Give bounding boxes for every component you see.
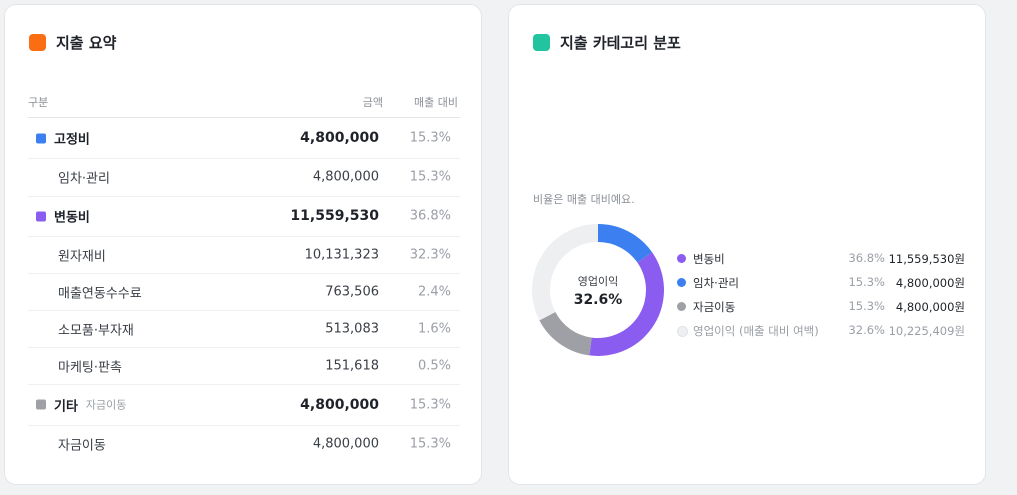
row-amount: 763,506: [325, 284, 379, 299]
row-sub-note: 자금이동: [85, 398, 127, 412]
row-amount: 4,800,000: [312, 169, 379, 185]
row-label: 임차·관리: [58, 168, 110, 187]
row-label-text: 매출연동수수료: [58, 286, 142, 301]
legend-item: 자금이동 15.3% 4,800,000원: [677, 295, 967, 319]
legend-label: 임차·관리: [693, 276, 739, 290]
item-row: 마케팅·판촉 151,618 0.5%: [28, 347, 460, 385]
row-label: 자금이동: [58, 435, 106, 454]
category-title-icon: [533, 34, 550, 51]
legend-dot-icon: [677, 302, 686, 311]
row-label-text: 자금이동: [58, 438, 106, 454]
row-label: 기타 자금이동: [36, 395, 126, 414]
expense-summary-card: 지출 요약 구분 금액 매출 대비 고정비 4,800,000 15.3% 임차·관리…: [4, 4, 482, 485]
header-ratio: 매출 대비: [414, 96, 458, 109]
summary-title-icon: [29, 34, 46, 51]
row-ratio: 2.4%: [417, 284, 451, 299]
summary-title: 지출 요약: [29, 32, 116, 53]
category-title: 지출 카테고리 분포: [533, 32, 681, 53]
donut-chart: [532, 224, 664, 356]
row-label: 소모품·부자재: [58, 319, 134, 338]
donut-slice: [532, 224, 598, 321]
group-row: 변동비 11,559,530 36.8%: [28, 196, 460, 237]
legend-dot-icon: [677, 326, 688, 337]
category-title-text: 지출 카테고리 분포: [560, 34, 681, 52]
row-label-text: 마케팅·판촉: [58, 360, 122, 375]
donut-slice: [589, 252, 664, 356]
row-ratio: 1.6%: [417, 321, 451, 336]
row-label: 마케팅·판촉: [58, 356, 122, 375]
legend-ratio: 36.8%: [848, 251, 885, 265]
item-row: 원자재비 10,131,323 32.3%: [28, 236, 460, 274]
row-label: 고정비: [36, 129, 90, 148]
row-label: 매출연동수수료: [58, 282, 142, 301]
ratio-note: 비율은 매출 대비예요.: [533, 193, 635, 206]
group-color-marker: [36, 211, 46, 221]
item-row: 자금이동 4,800,000 15.3%: [28, 425, 460, 463]
row-ratio: 0.5%: [417, 358, 451, 373]
header-amount: 금액: [362, 96, 383, 109]
row-label-text: 원자재비: [58, 249, 106, 264]
legend-item: 임차·관리 15.3% 4,800,000원: [677, 271, 967, 295]
row-amount: 4,800,000: [300, 130, 379, 146]
row-ratio: 15.3%: [409, 130, 451, 146]
summary-title-text: 지출 요약: [56, 34, 117, 52]
chart-legend: 변동비 36.8% 11,559,530원 임차·관리 15.3% 4,800,000원 자…: [677, 247, 967, 343]
legend-item: 변동비 36.8% 11,559,530원: [677, 247, 967, 271]
group-color-marker: [36, 399, 46, 410]
row-amount: 10,131,323: [304, 247, 379, 262]
legend-amount: 4,800,000원: [895, 300, 965, 314]
row-label-text: 고정비: [54, 132, 90, 148]
item-row: 매출연동수수료 763,506 2.4%: [28, 273, 460, 311]
legend-ratio: 15.3%: [848, 299, 885, 313]
legend-dot-icon: [677, 278, 686, 287]
legend-amount: 10,225,409원: [888, 324, 965, 338]
legend-ratio: 15.3%: [848, 275, 885, 289]
row-amount: 4,800,000: [312, 436, 379, 452]
item-row: 임차·관리 4,800,000 15.3%: [28, 158, 460, 197]
row-label: 원자재비: [58, 245, 106, 264]
group-color-marker: [36, 133, 46, 143]
row-label-text: 기타: [54, 399, 78, 414]
legend-label: 영업이익 (매출 대비 여백): [693, 324, 819, 338]
row-label-text: 임차·관리: [58, 171, 110, 187]
donut-center-label: 영업이익: [577, 275, 619, 288]
row-ratio: 15.3%: [409, 169, 451, 185]
donut-slice: [598, 224, 653, 263]
summary-table-header: 구분 금액 매출 대비: [28, 91, 460, 118]
donut-center-value: 32.6%: [573, 292, 623, 308]
legend-label: 자금이동: [693, 300, 736, 314]
header-category: 구분: [28, 96, 49, 109]
row-ratio: 32.3%: [409, 247, 451, 262]
row-ratio: 15.3%: [409, 397, 451, 412]
legend-dot-icon: [677, 254, 686, 263]
legend-item: 영업이익 (매출 대비 여백) 32.6% 10,225,409원: [677, 319, 967, 343]
legend-ratio: 32.6%: [848, 323, 885, 337]
row-amount: 513,083: [325, 321, 379, 336]
donut-slice: [539, 312, 592, 356]
group-row: 기타 자금이동 4,800,000 15.3%: [28, 384, 460, 426]
row-amount: 4,800,000: [300, 396, 379, 413]
group-row: 고정비 4,800,000 15.3%: [28, 118, 460, 159]
legend-label: 변동비: [693, 252, 725, 266]
legend-amount: 11,559,530원: [888, 252, 965, 266]
row-amount: 151,618: [325, 358, 379, 373]
row-amount: 11,559,530: [290, 208, 379, 224]
row-ratio: 15.3%: [409, 436, 451, 452]
row-label-text: 변동비: [54, 210, 90, 226]
row-ratio: 36.8%: [409, 208, 451, 224]
expense-category-card: 지출 카테고리 분포 비율은 매출 대비예요. 영업이익 32.6% 변동비 36…: [508, 4, 986, 485]
row-label-text: 소모품·부자재: [58, 323, 134, 338]
item-row: 소모품·부자재 513,083 1.6%: [28, 310, 460, 348]
row-label: 변동비: [36, 207, 90, 226]
legend-amount: 4,800,000원: [895, 276, 965, 290]
